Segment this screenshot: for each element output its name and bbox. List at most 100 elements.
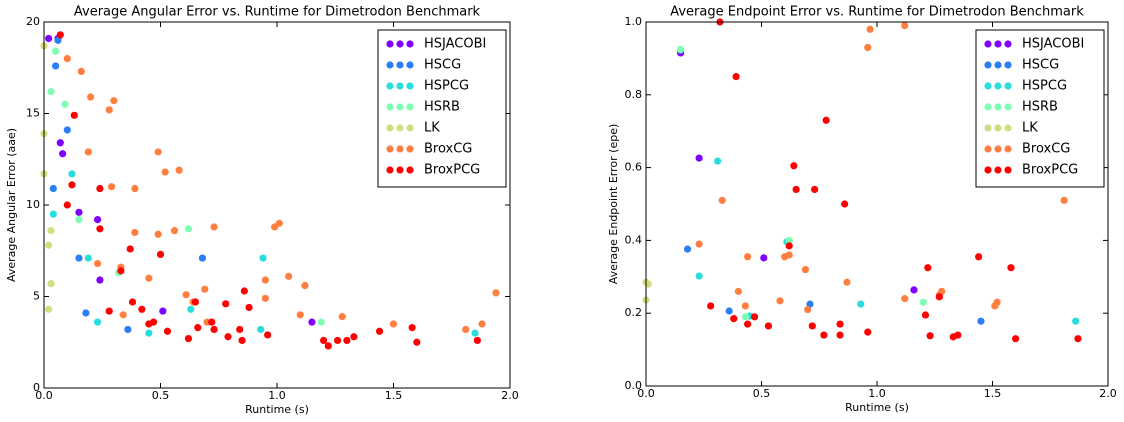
point <box>105 106 113 114</box>
point <box>714 157 722 165</box>
point <box>84 148 92 156</box>
x-tick-label: 2.0 <box>1099 387 1117 400</box>
point <box>261 294 269 302</box>
point <box>238 336 246 345</box>
point <box>760 254 768 262</box>
legend-marker <box>994 61 1002 69</box>
point <box>744 320 752 328</box>
legend-marker <box>984 145 992 153</box>
point <box>145 329 153 337</box>
point <box>695 154 703 162</box>
x-tick-label: 0.0 <box>35 389 53 402</box>
point <box>224 333 232 341</box>
legend-label: BroxPCG <box>1022 163 1078 178</box>
point <box>1060 196 1068 204</box>
point <box>764 322 773 330</box>
point <box>75 254 83 262</box>
point <box>49 210 57 218</box>
legend-label: BroxCG <box>424 142 472 157</box>
point <box>63 201 71 209</box>
point <box>320 336 328 345</box>
point <box>804 305 812 314</box>
point <box>843 278 851 286</box>
legend-label: BroxPCG <box>424 163 480 178</box>
point <box>240 287 248 295</box>
point <box>801 265 809 274</box>
legend-marker <box>386 82 394 90</box>
legend-marker <box>396 124 404 132</box>
point <box>210 223 218 231</box>
legend-label: HSPCG <box>424 79 469 94</box>
point <box>198 254 207 262</box>
point <box>308 318 316 326</box>
y-tick-label: 0.2 <box>625 306 643 319</box>
point <box>184 225 193 233</box>
point <box>159 307 167 315</box>
point <box>1007 264 1015 272</box>
point <box>54 36 62 44</box>
point <box>820 331 828 339</box>
point <box>792 185 800 194</box>
legend-label: HSJACOBI <box>424 37 486 52</box>
legend-marker <box>1004 40 1012 48</box>
point <box>836 320 844 328</box>
point <box>785 236 793 244</box>
point <box>317 318 325 326</box>
y-tick-label: 15 <box>26 107 40 120</box>
point <box>52 62 60 70</box>
point <box>245 303 253 312</box>
legend-label: HSCG <box>1022 58 1059 73</box>
legend-marker <box>994 82 1002 90</box>
legend-marker <box>994 103 1002 111</box>
legend-label: BroxCG <box>1022 142 1070 157</box>
x-tick-label: 1.5 <box>385 389 403 402</box>
point <box>128 298 137 306</box>
point <box>924 264 932 272</box>
point <box>110 97 118 105</box>
legend-marker <box>984 166 992 174</box>
legend-label: HSRB <box>1022 100 1058 115</box>
point <box>63 55 71 63</box>
point <box>236 325 244 334</box>
point <box>124 325 132 334</box>
legend-marker <box>994 166 1002 174</box>
legend-marker <box>406 82 414 90</box>
point <box>161 168 169 176</box>
point <box>866 25 874 33</box>
point <box>138 305 146 313</box>
point <box>93 259 102 268</box>
point <box>921 311 930 319</box>
legend-label: HSJACOBI <box>1022 37 1084 52</box>
point <box>954 331 962 339</box>
x-tick-label: 0.5 <box>753 387 771 400</box>
point <box>808 322 816 330</box>
point <box>93 216 102 224</box>
point <box>264 331 272 339</box>
point <box>210 325 218 334</box>
y-tick-label: 0.0 <box>625 379 643 392</box>
y-tick-label: 0 <box>33 381 40 394</box>
y-tick-label: 0.8 <box>625 88 643 101</box>
legend-label: LK <box>424 121 440 136</box>
point <box>47 227 55 235</box>
point <box>87 93 95 101</box>
x-tick-label: 1.0 <box>268 389 286 402</box>
legend-marker <box>396 103 404 111</box>
y-tick-label: 5 <box>33 290 40 303</box>
point <box>730 315 738 323</box>
point <box>63 126 71 134</box>
point <box>84 254 92 262</box>
point <box>56 139 64 147</box>
x-tick-label: 2.0 <box>501 389 519 402</box>
point <box>131 228 139 237</box>
y-tick-label: 0.6 <box>625 161 643 174</box>
point <box>338 313 346 321</box>
point <box>977 317 985 325</box>
legend-label: HSRB <box>424 100 460 115</box>
point <box>187 305 195 313</box>
legend-marker <box>1004 103 1012 111</box>
point <box>473 336 481 345</box>
point <box>257 325 265 334</box>
legend-marker <box>386 103 394 111</box>
point <box>191 298 200 306</box>
